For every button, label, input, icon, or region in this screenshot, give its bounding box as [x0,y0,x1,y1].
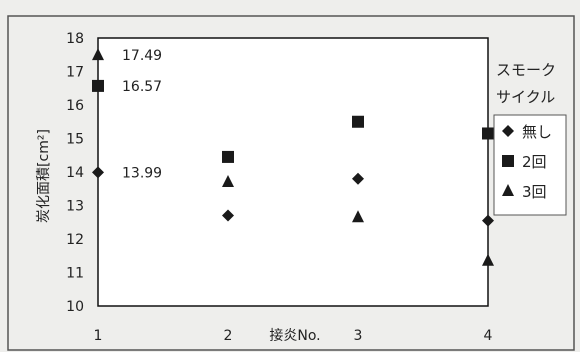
legend-items: 無し 2回 3回 [502,123,552,201]
x-tick-label: 1 [94,328,103,344]
legend-title-line-2: サイクル [496,88,555,106]
y-tick-labels: 10 11 12 13 14 15 16 17 18 [66,31,84,315]
data-label: 17.49 [122,48,162,64]
y-tick-label: 18 [66,31,84,47]
x-axis-title: 接炎No. [269,327,320,344]
legend-marker-square [502,155,514,167]
legend-title-line-1: スモーク [496,61,556,79]
y-tick-label: 15 [66,132,84,148]
y-tick-label: 13 [66,199,84,215]
data-label: 16.57 [122,79,162,95]
y-tick-label: 12 [66,232,84,248]
x-tick-label: 3 [354,328,363,344]
data-point-square [352,116,364,128]
legend-label: 無し [522,123,552,141]
y-tick-label: 16 [66,98,84,114]
data-label: 13.99 [122,165,162,181]
y-tick-label: 14 [66,165,84,181]
y-tick-label: 10 [66,299,84,315]
data-point-square [222,151,234,163]
x-tick-label: 2 [224,328,233,344]
y-tick-label: 17 [66,65,84,81]
y-axis-title: 炭化面積[cm²] [36,129,52,223]
legend-label: 2回 [522,153,547,171]
x-tick-label: 4 [484,328,493,344]
legend-label: 3回 [522,183,547,201]
data-point-square [482,127,494,139]
data-point-square [92,80,104,92]
y-tick-label: 11 [66,266,84,282]
